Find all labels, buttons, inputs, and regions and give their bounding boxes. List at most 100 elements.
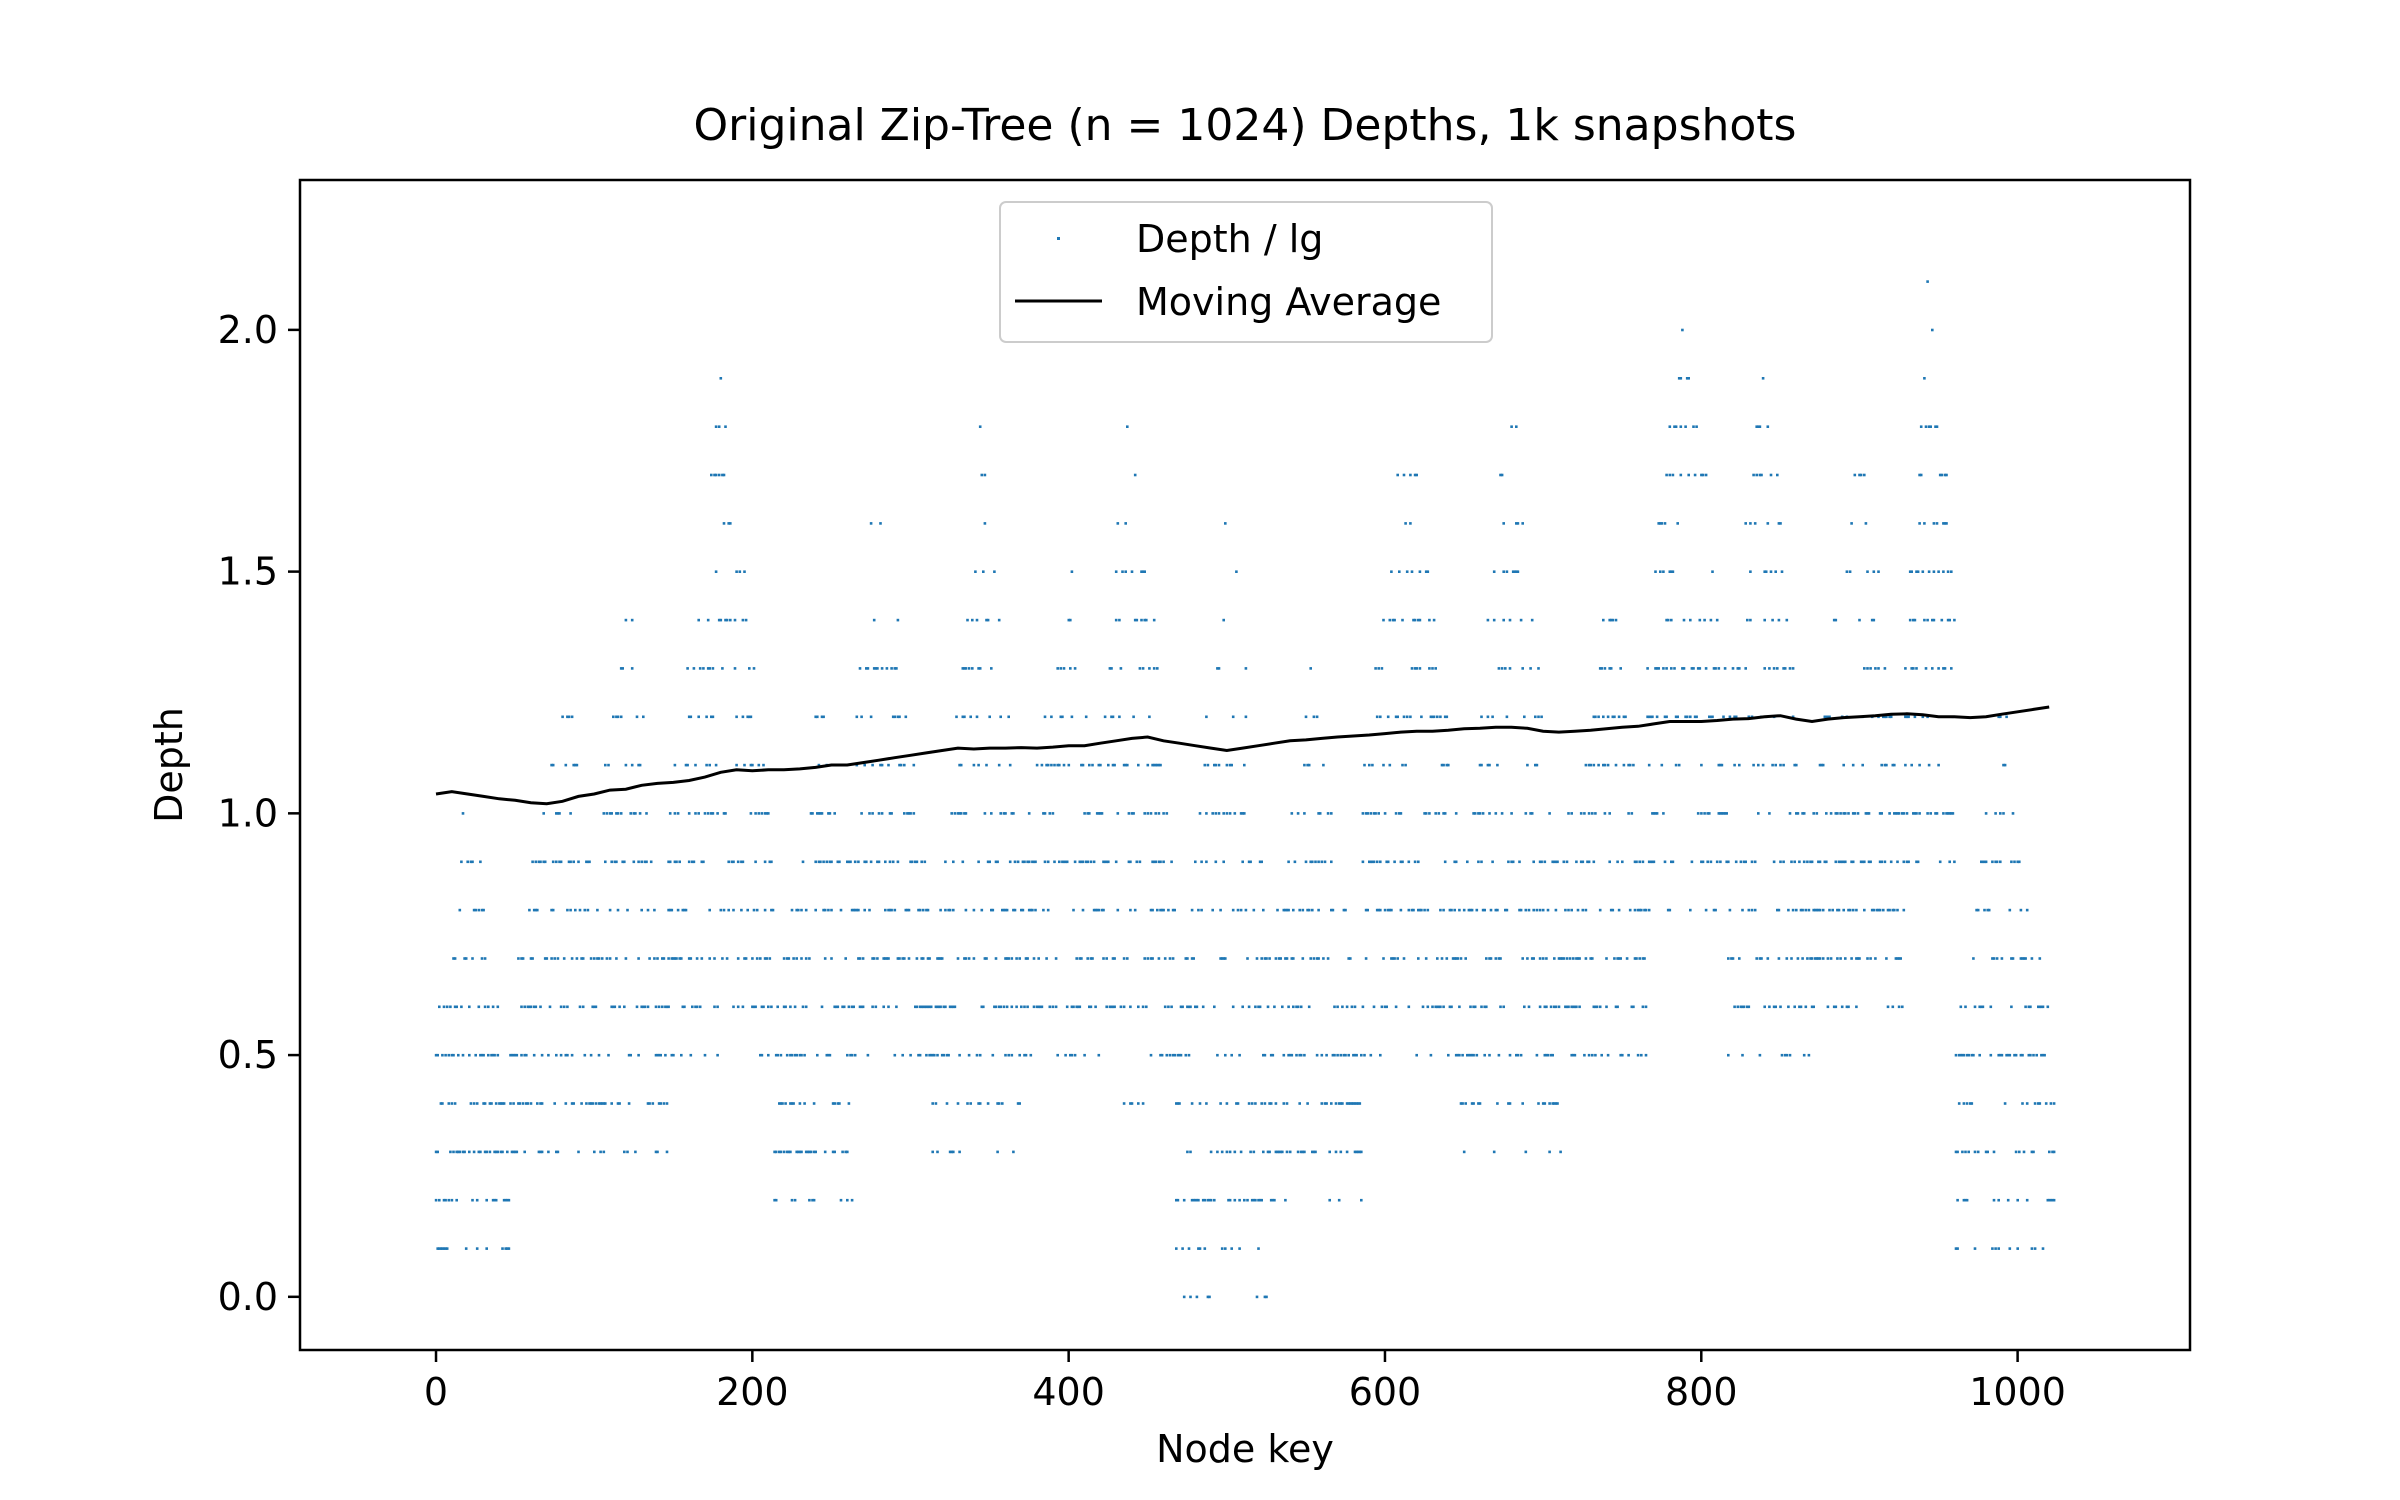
data-point	[861, 1005, 865, 1009]
data-point	[804, 1150, 808, 1154]
data-point	[719, 377, 723, 380]
data-point	[1447, 763, 1450, 767]
data-point	[1269, 1198, 1273, 1202]
data-point	[1205, 1102, 1208, 1105]
data-point	[1594, 1053, 1597, 1057]
data-point	[1454, 1053, 1458, 1057]
data-point	[2013, 860, 2016, 864]
data-point	[548, 1005, 552, 1009]
data-point	[442, 1247, 446, 1250]
data-point	[1937, 570, 1940, 573]
data-point	[605, 812, 609, 815]
data-point	[1992, 1150, 1996, 1154]
data-point	[687, 715, 691, 719]
data-point	[1274, 957, 1278, 960]
data-point	[964, 957, 968, 960]
data-point	[1065, 860, 1069, 864]
data-point	[1409, 473, 1412, 477]
data-point	[1712, 667, 1716, 670]
data-point	[1774, 570, 1777, 573]
data-point	[773, 1198, 776, 1202]
data-point	[1167, 1005, 1170, 1009]
data-point	[1856, 812, 1860, 815]
data-point	[866, 667, 870, 670]
data-point	[1162, 908, 1165, 912]
data-point	[1992, 957, 1996, 960]
data-point	[1303, 1150, 1306, 1154]
data-point	[616, 1102, 620, 1105]
data-point	[540, 1102, 544, 1105]
data-point	[1883, 860, 1887, 864]
data-point	[1877, 667, 1880, 670]
data-point	[1696, 812, 1700, 815]
data-point	[697, 618, 700, 622]
data-point	[763, 957, 767, 960]
data-point	[936, 1150, 939, 1154]
data-point	[551, 860, 555, 864]
data-point	[752, 1005, 756, 1009]
data-point	[1851, 763, 1855, 767]
data-point	[1323, 1102, 1327, 1105]
data-point	[1700, 763, 1703, 767]
data-point	[596, 908, 599, 912]
data-point	[1774, 1005, 1777, 1009]
data-point	[939, 908, 942, 912]
data-point	[512, 1102, 515, 1105]
data-point	[550, 957, 553, 960]
data-point	[1790, 860, 1793, 864]
data-point	[1287, 1005, 1290, 1009]
data-point	[477, 1150, 481, 1154]
data-point	[1660, 522, 1664, 525]
data-point	[1197, 1198, 1200, 1202]
data-point	[1677, 763, 1681, 767]
data-point	[1885, 763, 1888, 767]
data-point	[1255, 1295, 1259, 1299]
data-point	[2032, 1150, 2035, 1154]
data-point	[1243, 1198, 1246, 1202]
data-point	[637, 957, 640, 960]
data-point	[819, 812, 822, 815]
data-point	[1450, 908, 1453, 912]
data-point	[1015, 957, 1018, 960]
data-point	[1736, 1005, 1740, 1009]
data-point	[1866, 667, 1869, 670]
data-point	[1787, 908, 1790, 912]
data-point	[1747, 1005, 1751, 1009]
data-point	[713, 957, 716, 960]
data-point	[1499, 1005, 1502, 1009]
data-point	[800, 957, 803, 960]
data-point	[1796, 812, 1800, 815]
data-point	[2052, 1102, 2056, 1105]
data-point	[1095, 908, 1099, 912]
data-point	[479, 860, 482, 864]
data-point	[1708, 812, 1711, 815]
data-point	[581, 957, 585, 960]
data-point	[1214, 860, 1218, 864]
data-point	[1263, 1053, 1267, 1057]
data-point	[853, 860, 857, 864]
data-point	[1997, 715, 2000, 719]
data-point	[825, 860, 829, 864]
data-point	[1113, 957, 1116, 960]
data-point	[2027, 1053, 2031, 1057]
data-point	[1260, 1198, 1263, 1202]
data-point	[1231, 1005, 1235, 1009]
data-point	[2030, 1150, 2034, 1154]
data-point	[1722, 812, 1725, 815]
data-point	[1608, 618, 1611, 622]
data-point	[1290, 1053, 1294, 1057]
data-point	[2035, 1053, 2038, 1057]
data-point	[1050, 715, 1053, 719]
data-point	[855, 763, 859, 767]
data-point	[1410, 908, 1414, 912]
data-point	[1464, 1102, 1467, 1105]
data-point	[547, 1150, 550, 1154]
data-point	[736, 957, 740, 960]
data-point	[1401, 860, 1404, 864]
data-point	[630, 667, 634, 670]
data-point	[790, 908, 794, 912]
data-point	[1510, 860, 1513, 864]
data-point	[1500, 812, 1504, 815]
data-point	[1415, 667, 1418, 670]
data-point	[1700, 812, 1703, 815]
